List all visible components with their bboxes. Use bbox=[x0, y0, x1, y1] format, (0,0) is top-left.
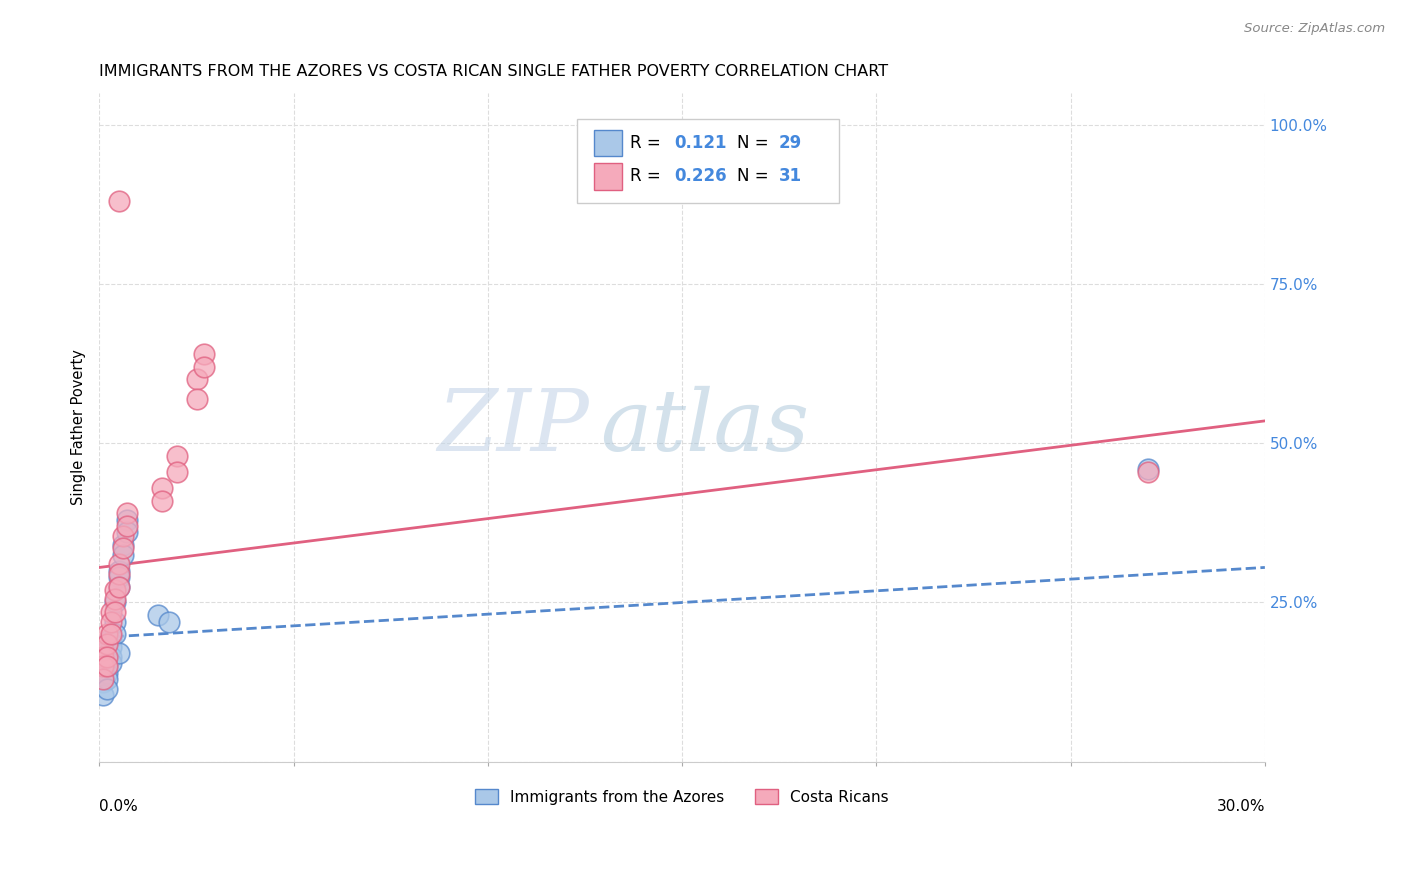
Point bbox=[96, 672, 118, 686]
Point bbox=[100, 631, 122, 645]
Point bbox=[104, 627, 127, 641]
Point bbox=[1137, 461, 1160, 475]
Point bbox=[100, 615, 122, 629]
Point bbox=[96, 637, 118, 651]
Point bbox=[115, 506, 138, 520]
Point bbox=[186, 372, 208, 386]
Y-axis label: Single Father Poverty: Single Father Poverty bbox=[72, 350, 86, 505]
Text: R =: R = bbox=[630, 168, 665, 186]
Text: Source: ZipAtlas.com: Source: ZipAtlas.com bbox=[1244, 22, 1385, 36]
Point bbox=[108, 570, 131, 584]
Point bbox=[146, 608, 169, 623]
Point bbox=[91, 669, 114, 683]
Point bbox=[108, 580, 131, 594]
Point bbox=[150, 493, 173, 508]
Point bbox=[193, 347, 215, 361]
Point bbox=[104, 582, 127, 597]
Text: 29: 29 bbox=[779, 134, 803, 152]
Point bbox=[104, 592, 127, 607]
Legend: Immigrants from the Azores, Costa Ricans: Immigrants from the Azores, Costa Ricans bbox=[470, 783, 896, 811]
Point bbox=[100, 627, 122, 641]
Point bbox=[104, 595, 127, 609]
Text: 30.0%: 30.0% bbox=[1216, 798, 1265, 814]
Point bbox=[91, 672, 114, 686]
Point bbox=[91, 656, 114, 670]
Point bbox=[115, 513, 138, 527]
Point bbox=[111, 548, 134, 562]
Point bbox=[96, 659, 118, 673]
Point bbox=[96, 665, 118, 680]
Point bbox=[96, 643, 118, 657]
Point bbox=[91, 675, 114, 690]
Point bbox=[100, 640, 122, 654]
Point bbox=[186, 392, 208, 406]
Point bbox=[150, 481, 173, 495]
Point bbox=[115, 519, 138, 533]
Point bbox=[96, 627, 118, 641]
FancyBboxPatch shape bbox=[593, 163, 621, 190]
Point bbox=[100, 649, 122, 664]
Text: R =: R = bbox=[630, 134, 665, 152]
Point bbox=[91, 649, 114, 664]
Text: 0.121: 0.121 bbox=[673, 134, 727, 152]
Text: 0.0%: 0.0% bbox=[100, 798, 138, 814]
Text: 0.226: 0.226 bbox=[673, 168, 727, 186]
Point bbox=[193, 359, 215, 374]
Text: ZIP: ZIP bbox=[437, 386, 589, 468]
Text: N =: N = bbox=[737, 134, 773, 152]
Point bbox=[111, 538, 134, 552]
Point bbox=[100, 656, 122, 670]
Point bbox=[108, 580, 131, 594]
Point bbox=[91, 662, 114, 676]
Text: N =: N = bbox=[737, 168, 773, 186]
Point bbox=[104, 605, 127, 619]
Point bbox=[108, 564, 131, 578]
Point bbox=[108, 558, 131, 572]
Point bbox=[1137, 465, 1160, 479]
Point bbox=[157, 615, 180, 629]
Point bbox=[115, 525, 138, 540]
Point bbox=[166, 465, 188, 479]
Point bbox=[96, 681, 118, 696]
Point bbox=[166, 449, 188, 463]
Point bbox=[91, 643, 114, 657]
Point bbox=[96, 653, 118, 667]
FancyBboxPatch shape bbox=[593, 129, 621, 156]
Text: IMMIGRANTS FROM THE AZORES VS COSTA RICAN SINGLE FATHER POVERTY CORRELATION CHAR: IMMIGRANTS FROM THE AZORES VS COSTA RICA… bbox=[100, 64, 889, 79]
Point bbox=[108, 566, 131, 581]
Text: 31: 31 bbox=[779, 168, 801, 186]
Point bbox=[111, 541, 134, 556]
Text: atlas: atlas bbox=[600, 386, 810, 468]
Point bbox=[96, 649, 118, 664]
Point bbox=[91, 688, 114, 702]
Point bbox=[111, 528, 134, 542]
Point bbox=[91, 659, 114, 673]
Point bbox=[108, 194, 131, 208]
Point bbox=[100, 605, 122, 619]
Point bbox=[104, 615, 127, 629]
FancyBboxPatch shape bbox=[578, 120, 839, 203]
Point bbox=[108, 647, 131, 661]
Point bbox=[96, 659, 118, 673]
